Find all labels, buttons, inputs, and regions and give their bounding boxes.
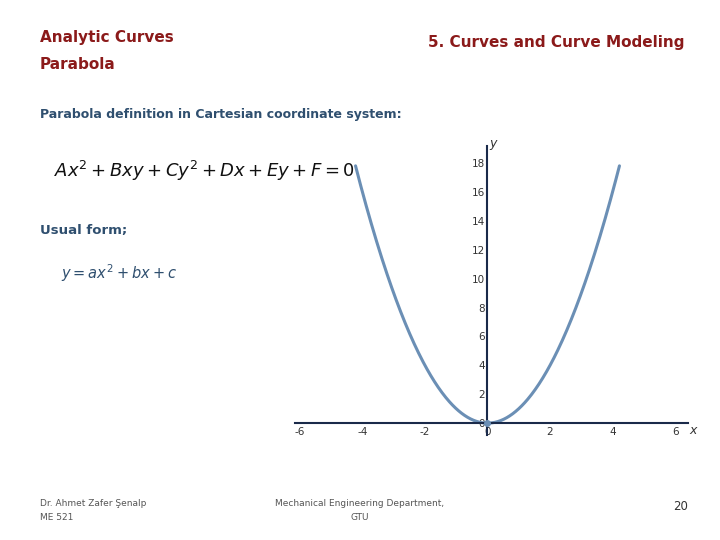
Text: Mechanical Engineering Department,
GTU: Mechanical Engineering Department, GTU [276, 500, 444, 522]
Text: x: x [689, 424, 696, 437]
Text: $Ax^2 + Bxy + Cy^2 + Dx + Ey + F = 0$: $Ax^2 + Bxy + Cy^2 + Dx + Ey + F = 0$ [54, 159, 355, 184]
Text: Dr. Ahmet Zafer Şenalp
ME 521: Dr. Ahmet Zafer Şenalp ME 521 [40, 500, 146, 522]
Text: 5. Curves and Curve Modeling: 5. Curves and Curve Modeling [428, 35, 684, 50]
Text: y: y [490, 137, 497, 150]
Text: 20: 20 [672, 500, 688, 512]
Text: Analytic Curves: Analytic Curves [40, 30, 174, 45]
Text: Parabola definition in Cartesian coordinate system:: Parabola definition in Cartesian coordin… [40, 108, 401, 121]
Text: $y = ax^2 + bx + c$: $y = ax^2 + bx + c$ [61, 262, 177, 284]
Text: Usual form;: Usual form; [40, 224, 127, 237]
Text: Parabola: Parabola [40, 57, 115, 72]
